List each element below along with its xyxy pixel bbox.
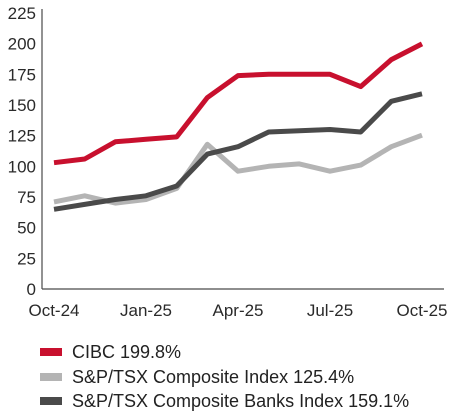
series-line-1 (53, 132, 423, 206)
legend-swatch-2 (40, 397, 62, 405)
x-tick-label: Oct-25 (396, 301, 447, 320)
y-tick-label: 75 (17, 188, 36, 207)
y-tick-label: 100 (8, 157, 36, 176)
y-tick-label: 0 (27, 280, 36, 299)
legend-label-0: CIBC 199.8% (72, 342, 181, 362)
y-tick-label: 150 (8, 96, 36, 115)
legend-label-1: S&P/TSX Composite Index 125.4% (72, 367, 354, 387)
legend: CIBC 199.8% S&P/TSX Composite Index 125.4… (40, 342, 409, 411)
series-lines (53, 41, 424, 212)
y-tick-label: 25 (17, 249, 36, 268)
legend-swatch-1 (40, 373, 62, 381)
x-axis-ticks: Oct-24 Jan-25 Apr-25 Jul-25 Oct-25 (28, 301, 447, 320)
series-line-2 (53, 91, 423, 212)
legend-label-2: S&P/TSX Composite Banks Index 159.1% (72, 391, 409, 411)
x-tick-label: Oct-24 (28, 301, 79, 320)
y-tick-label: 50 (17, 219, 36, 238)
y-tick-label: 200 (8, 35, 36, 54)
axes (41, 9, 444, 290)
x-tick-label: Jan-25 (120, 301, 172, 320)
y-tick-label: 175 (8, 65, 36, 84)
series-line-0 (53, 41, 424, 166)
y-tick-label: 125 (8, 127, 36, 146)
y-tick-label: 225 (8, 4, 36, 23)
y-axis-ticks: 0 25 50 75 100 125 150 175 200 225 (8, 4, 36, 299)
x-tick-label: Jul-25 (307, 301, 353, 320)
x-tick-label: Apr-25 (212, 301, 263, 320)
legend-swatch-0 (40, 348, 62, 356)
